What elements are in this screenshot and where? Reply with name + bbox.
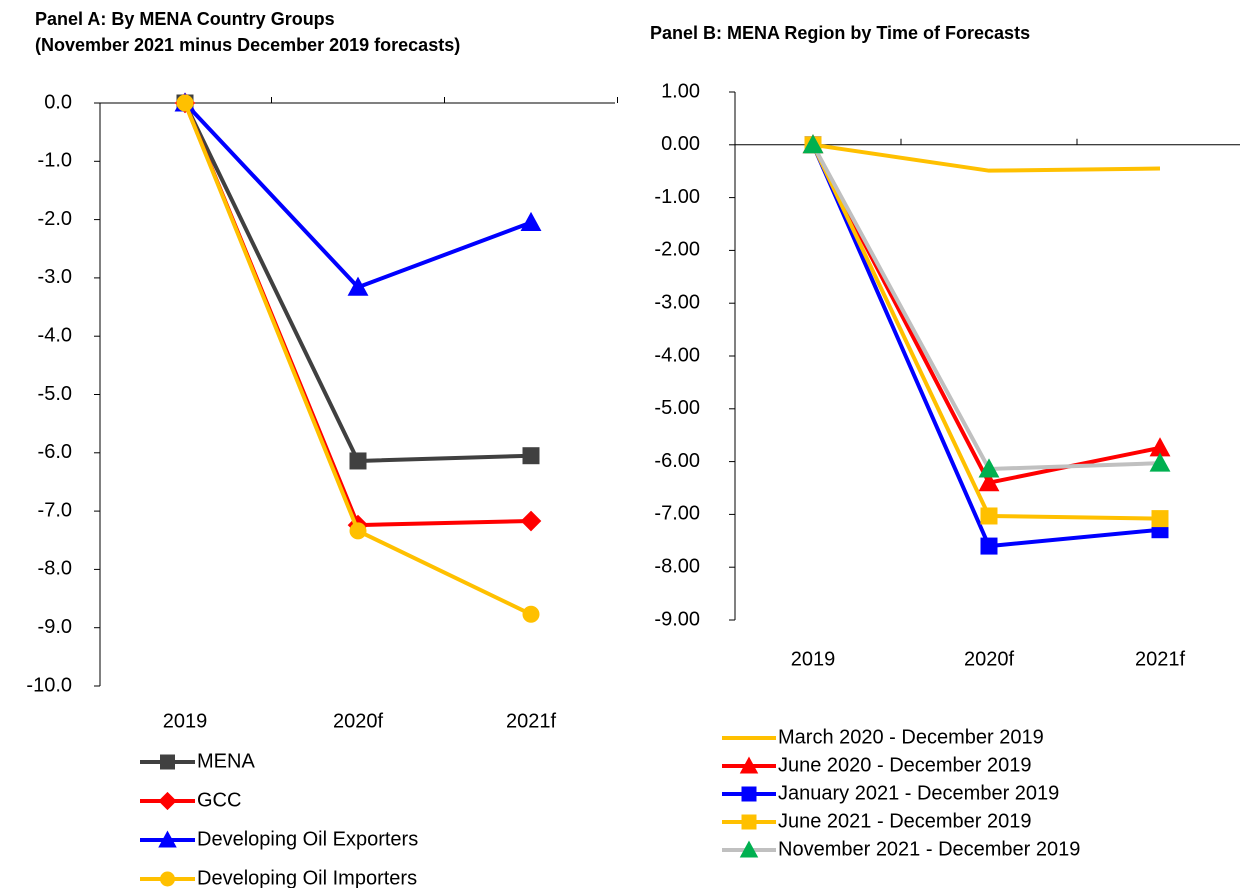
marker [349, 452, 367, 470]
x-tick-label: 2019 [791, 648, 836, 670]
y-tick-label: -8.0 [38, 558, 72, 580]
marker [158, 830, 177, 848]
marker [160, 871, 175, 887]
y-tick-label: 0.00 [661, 133, 700, 155]
legend-label: June 2021 - December 2019 [778, 810, 1032, 832]
y-tick-label: -7.0 [38, 499, 72, 521]
x-tick-label: 2020f [964, 648, 1014, 670]
marker [978, 472, 1000, 492]
y-tick-label: -4.00 [654, 344, 700, 366]
y-tick-label: -5.00 [654, 397, 700, 419]
series: June 2021 - December 2019 [722, 136, 1169, 832]
chart-title: Panel B: MENA Region by Time of Forecast… [650, 23, 1030, 43]
marker [160, 754, 175, 770]
series-line [812, 142, 1161, 173]
series: June 2020 - December 2019 [722, 134, 1171, 776]
marker [158, 791, 177, 811]
y-tick-label: -4.0 [38, 324, 72, 346]
legend-label: Developing Oil Exporters [197, 828, 418, 850]
legend-label: Developing Oil Importers [197, 867, 417, 888]
legend-label: March 2020 - December 2019 [778, 726, 1044, 748]
y-tick-label: -1.00 [654, 186, 700, 208]
marker [739, 840, 759, 858]
series-line [811, 143, 1161, 485]
y-tick-label: -5.0 [38, 383, 72, 405]
marker [522, 605, 540, 623]
marker [802, 134, 824, 154]
marker [349, 522, 367, 540]
chart-subtitle: (November 2021 minus December 2019 forec… [35, 35, 460, 55]
marker [347, 276, 369, 296]
marker [1151, 510, 1169, 528]
series-line [183, 101, 532, 290]
marker [980, 507, 998, 525]
marker [522, 447, 540, 465]
y-tick-label: -8.00 [654, 555, 700, 577]
marker [176, 94, 194, 112]
marker [520, 510, 542, 532]
marker [741, 786, 757, 802]
x-tick-label: 2020f [333, 710, 383, 732]
y-tick-label: -6.00 [654, 450, 700, 472]
legend-label: MENA [197, 750, 255, 772]
marker [980, 537, 998, 555]
marker [741, 814, 757, 830]
y-tick-label: -7.00 [654, 503, 700, 525]
series: Developing Oil Exporters [140, 92, 542, 850]
x-tick-label: 2021f [1135, 648, 1185, 670]
y-tick-label: -2.00 [654, 239, 700, 261]
series: January 2021 - December 2019 [722, 136, 1169, 804]
series: November 2021 - December 2019 [722, 134, 1171, 860]
legend-label: GCC [197, 789, 241, 811]
x-tick-label: 2019 [163, 710, 208, 732]
y-tick-label: 1.00 [661, 80, 700, 102]
marker [1149, 452, 1171, 472]
y-tick-label: 0.0 [44, 91, 72, 113]
series: GCC [140, 92, 542, 811]
marker [978, 458, 1000, 478]
y-tick-label: -6.0 [38, 441, 72, 463]
legend-label: November 2021 - December 2019 [778, 838, 1080, 860]
y-tick-label: -10.0 [26, 674, 72, 696]
y-tick-label: -3.00 [654, 291, 700, 313]
y-tick-label: -3.0 [38, 266, 72, 288]
series-line [811, 143, 1161, 471]
legend-label: June 2020 - December 2019 [778, 754, 1032, 776]
chart-title: Panel A: By MENA Country Groups [35, 9, 335, 29]
series: Developing Oil Importers [140, 94, 540, 888]
marker [739, 756, 759, 774]
y-tick-label: -2.0 [38, 208, 72, 230]
series: MENA [140, 94, 540, 772]
y-tick-label: -9.0 [38, 616, 72, 638]
y-tick-label: -9.00 [654, 608, 700, 630]
marker [520, 211, 542, 232]
x-tick-label: 2021f [506, 710, 556, 732]
legend-label: January 2021 - December 2019 [778, 782, 1059, 804]
y-tick-label: -1.0 [38, 150, 72, 172]
series: March 2020 - December 2019 [722, 142, 1161, 748]
